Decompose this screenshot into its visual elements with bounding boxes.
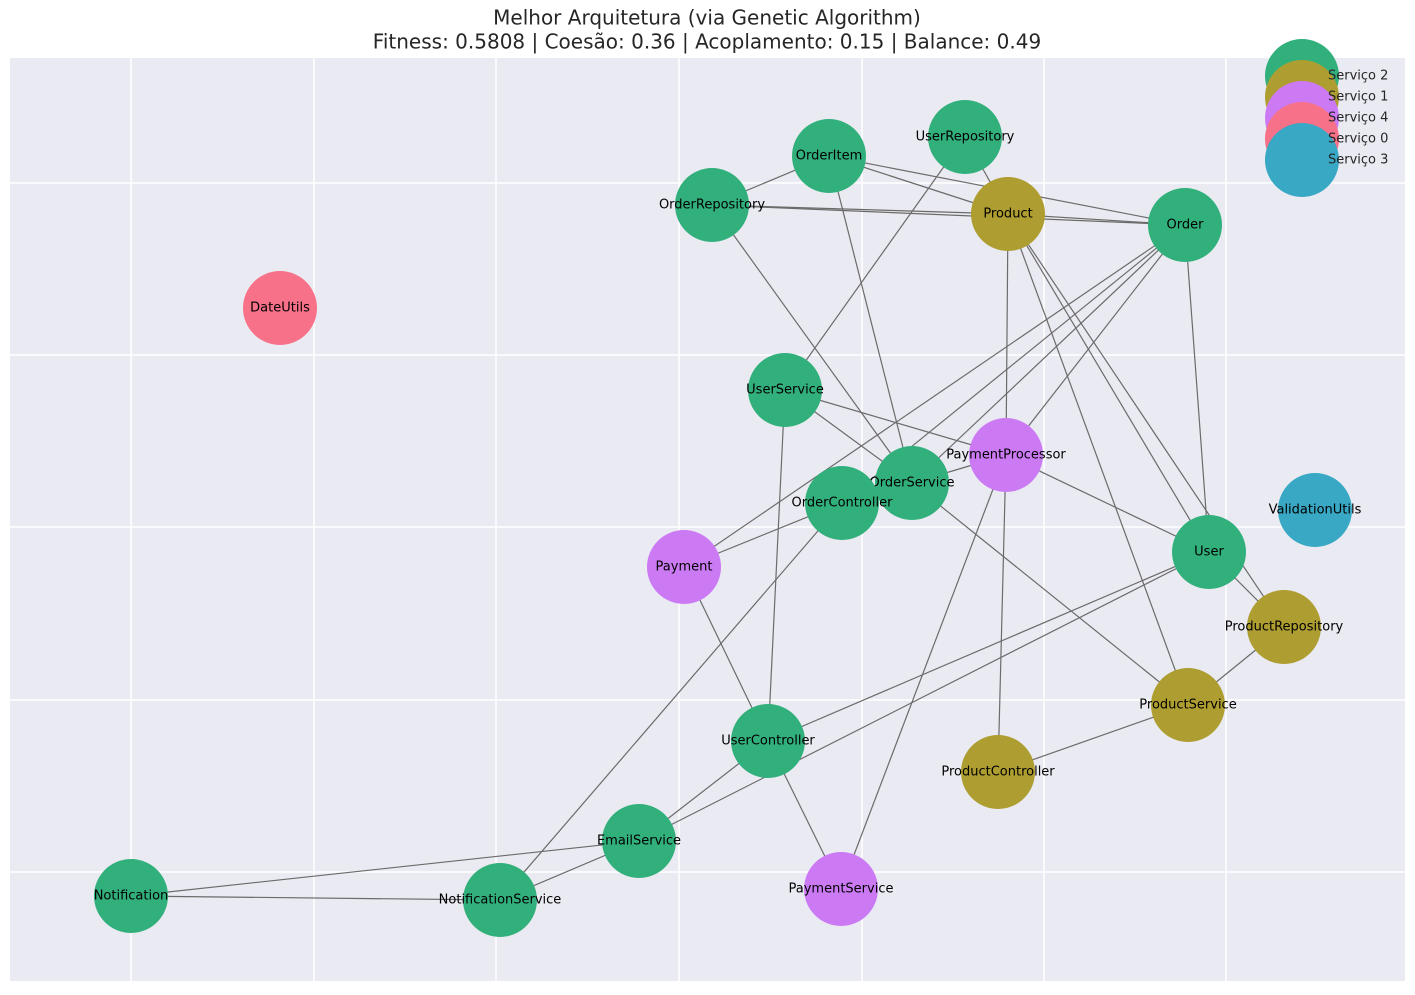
node-label: Product bbox=[983, 207, 1032, 222]
node bbox=[971, 177, 1045, 251]
node bbox=[647, 530, 721, 604]
node-label: ProductRepository bbox=[1225, 620, 1344, 635]
edge bbox=[1007, 213, 1210, 553]
edge bbox=[1005, 213, 1009, 456]
node-label: Notification bbox=[94, 889, 169, 904]
edge bbox=[767, 389, 786, 742]
legend-label: Serviço 1 bbox=[1328, 90, 1388, 105]
node bbox=[1172, 515, 1246, 589]
node-label: OrderController bbox=[792, 496, 894, 511]
node bbox=[1278, 473, 1352, 547]
node bbox=[243, 271, 317, 345]
node-label: User bbox=[1194, 545, 1224, 560]
node bbox=[1148, 188, 1222, 262]
node-label: UserService bbox=[746, 383, 824, 398]
node bbox=[731, 704, 805, 778]
edge bbox=[130, 895, 501, 901]
edge bbox=[911, 482, 1189, 706]
legend-label: Serviço 0 bbox=[1328, 132, 1388, 147]
node bbox=[875, 446, 949, 520]
node-label: UserRepository bbox=[916, 130, 1015, 145]
edge bbox=[997, 454, 1007, 773]
nodes: OrderItem UserRepository OrderRepository Pr… bbox=[94, 100, 1362, 937]
edge bbox=[767, 551, 1210, 742]
node-label: OrderItem bbox=[796, 149, 863, 164]
node bbox=[748, 353, 822, 427]
edge bbox=[911, 224, 1186, 484]
node bbox=[961, 735, 1035, 809]
legend-label: Serviço 4 bbox=[1328, 111, 1388, 126]
edge bbox=[638, 551, 1210, 842]
node-label: OrderService bbox=[870, 476, 955, 491]
chart-title: Melhor Arquitetura (via Genetic Algorith… bbox=[493, 6, 921, 30]
edge bbox=[499, 502, 843, 901]
node bbox=[463, 863, 537, 937]
legend-marker bbox=[1265, 123, 1339, 197]
legend-label: Serviço 2 bbox=[1328, 69, 1388, 84]
edge bbox=[130, 840, 640, 897]
edge bbox=[1005, 454, 1210, 553]
legend-label: Serviço 3 bbox=[1328, 153, 1388, 168]
node bbox=[1247, 590, 1321, 664]
node-label: Order bbox=[1167, 218, 1205, 233]
node-label: ProductService bbox=[1139, 698, 1236, 713]
edge bbox=[711, 204, 1186, 226]
edge bbox=[1007, 213, 1189, 706]
node-label: ProductController bbox=[941, 765, 1055, 780]
edge bbox=[840, 454, 1007, 890]
node bbox=[675, 168, 749, 242]
node-label: Payment bbox=[656, 560, 713, 575]
node bbox=[94, 859, 168, 933]
edge bbox=[683, 224, 1186, 568]
edge bbox=[711, 204, 913, 484]
legend: Serviço 2 Serviço 1 Serviço 4 Serviço 0 Serv… bbox=[1265, 39, 1388, 197]
node-label: OrderRepository bbox=[659, 198, 765, 213]
edge bbox=[1005, 224, 1186, 456]
node-label: NotificationService bbox=[439, 893, 562, 908]
node bbox=[969, 418, 1043, 492]
chart-subtitle: Fitness: 0.5808 | Coesão: 0.36 | Acoplam… bbox=[373, 30, 1041, 54]
node-label: PaymentService bbox=[789, 882, 894, 897]
node bbox=[805, 466, 879, 540]
edge bbox=[1184, 224, 1210, 553]
node-label: PaymentProcessor bbox=[946, 448, 1066, 463]
node-label: ValidationUtils bbox=[1269, 503, 1362, 518]
node bbox=[804, 852, 878, 926]
node bbox=[792, 119, 866, 193]
node-label: UserController bbox=[721, 734, 815, 749]
node bbox=[602, 804, 676, 878]
edge bbox=[784, 389, 1007, 456]
node-label: DateUtils bbox=[250, 301, 310, 316]
node bbox=[928, 100, 1002, 174]
node-label: EmailService bbox=[597, 834, 681, 849]
node bbox=[1151, 668, 1225, 742]
edge bbox=[784, 136, 966, 391]
